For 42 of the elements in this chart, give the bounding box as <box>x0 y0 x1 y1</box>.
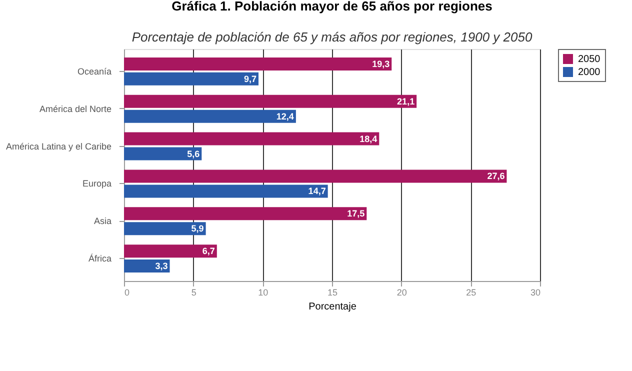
bar <box>124 170 507 183</box>
y-tick-label: África <box>88 254 112 264</box>
data-label: 5,6 <box>187 148 200 159</box>
y-tick-label: América Latina y el Caribe <box>6 141 112 152</box>
chart-subtitle: Porcentaje de población de 65 y más años por regiones, 1900 y 2050 <box>132 30 533 44</box>
bar <box>124 207 367 220</box>
bar <box>124 244 217 258</box>
x-tick-label: 25 <box>466 288 476 298</box>
data-label: 18,4 <box>360 134 378 144</box>
data-label: 5,9 <box>191 224 204 234</box>
bar <box>124 57 392 70</box>
data-label: 12,4 <box>276 111 294 122</box>
x-tick-label: 5 <box>191 288 196 298</box>
bar <box>124 184 328 198</box>
x-tick-label: 30 <box>530 288 540 298</box>
bar <box>124 72 259 86</box>
data-label: 9,7 <box>244 74 257 84</box>
x-tick-label: 10 <box>258 288 268 298</box>
legend-label: 2050 <box>578 54 601 65</box>
data-label: 14,7 <box>308 186 326 196</box>
y-tick-label: Oceanía <box>77 66 112 76</box>
bar <box>124 132 380 146</box>
data-label: 3,3 <box>155 261 168 272</box>
data-label: 19,3 <box>372 58 390 69</box>
x-tick-label: 20 <box>396 288 407 298</box>
data-label: 17,5 <box>347 208 365 219</box>
x-tick-label: 0 <box>124 288 130 298</box>
y-tick-label: América del Norte <box>39 104 112 114</box>
legend-label: 2000 <box>578 67 601 78</box>
x-axis-title: Porcentaje <box>308 302 357 312</box>
data-label: 21,1 <box>397 96 415 106</box>
y-tick-label: Europa <box>82 178 112 189</box>
data-label: 6,7 <box>202 246 215 256</box>
data-label: 27,6 <box>487 171 505 182</box>
y-tick-label: Asia <box>94 216 112 226</box>
bar <box>124 260 170 273</box>
bar <box>124 147 202 160</box>
bar <box>124 222 206 236</box>
bar <box>124 94 417 108</box>
chart-title: Gráfica 1. Población mayor de 65 años por regiones <box>172 0 492 14</box>
x-tick-label: 15 <box>327 288 338 298</box>
bar <box>124 110 296 123</box>
